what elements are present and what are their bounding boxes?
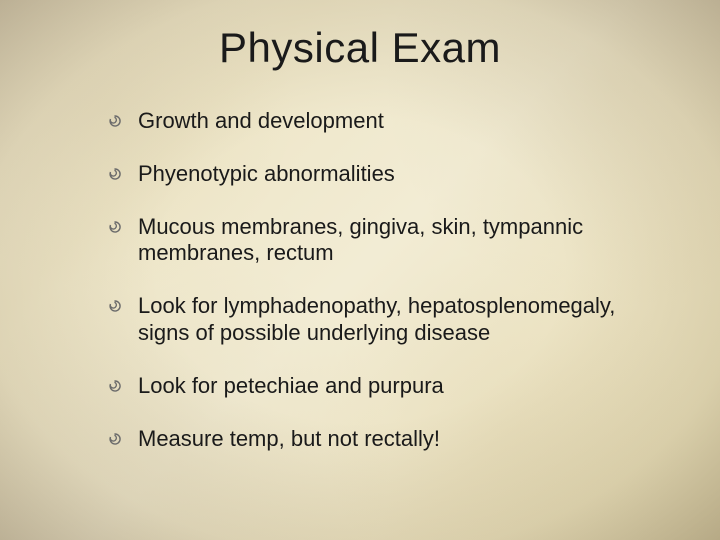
swirl-bullet-icon [108, 379, 122, 393]
list-item: Look for petechiae and purpura [108, 373, 660, 400]
list-item-text: Look for petechiae and purpura [138, 373, 444, 398]
swirl-bullet-icon [108, 220, 122, 234]
list-item: Growth and development [108, 108, 660, 135]
slide: Physical Exam Growth and development Phy… [0, 0, 720, 540]
page-title: Physical Exam [60, 24, 660, 72]
list-item: Measure temp, but not rectally! [108, 426, 660, 453]
swirl-bullet-icon [108, 299, 122, 313]
list-item-text: Growth and development [138, 108, 384, 133]
swirl-bullet-icon [108, 167, 122, 181]
list-item: Phyenotypic abnormalities [108, 161, 660, 188]
list-item-text: Phyenotypic abnormalities [138, 161, 395, 186]
bullet-list: Growth and development Phyenotypic abnor… [60, 108, 660, 453]
list-item-text: Measure temp, but not rectally! [138, 426, 440, 451]
list-item: Mucous membranes, gingiva, skin, tympann… [108, 214, 660, 268]
swirl-bullet-icon [108, 432, 122, 446]
list-item-text: Mucous membranes, gingiva, skin, tympann… [138, 214, 583, 266]
list-item-text: Look for lymphadenopathy, hepatosplenome… [138, 293, 615, 345]
swirl-bullet-icon [108, 114, 122, 128]
list-item: Look for lymphadenopathy, hepatosplenome… [108, 293, 660, 347]
